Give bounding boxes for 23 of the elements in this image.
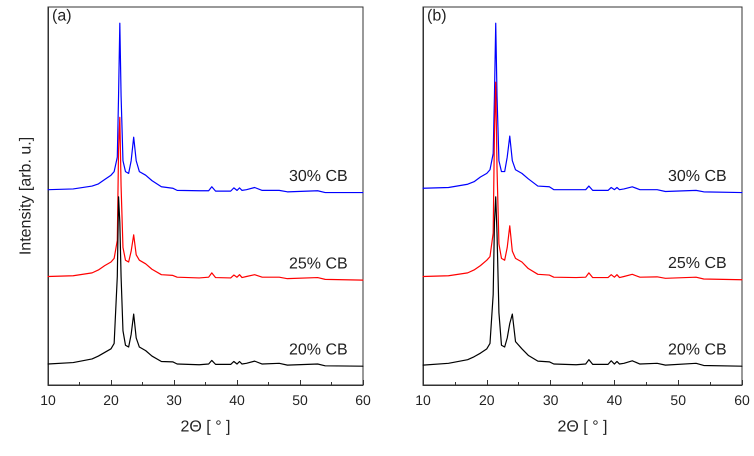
x-tick-label: 40 bbox=[229, 392, 245, 408]
x-tick-label: 60 bbox=[734, 392, 750, 408]
x-tick-label: 10 bbox=[415, 392, 431, 408]
x-axis-title: 2Θ [ ° ] bbox=[558, 418, 608, 436]
series-label: 25% CB bbox=[668, 255, 727, 272]
series-label: 20% CB bbox=[289, 342, 348, 359]
x-tick-label: 60 bbox=[355, 392, 371, 408]
x-tick-label: 50 bbox=[292, 392, 308, 408]
x-tick-label: 50 bbox=[670, 392, 686, 408]
x-tick-label: 10 bbox=[40, 392, 56, 408]
x-tick-label: 30 bbox=[166, 392, 182, 408]
x-tick-label: 40 bbox=[606, 392, 622, 408]
x-tick-label: 20 bbox=[479, 392, 495, 408]
y-axis-title: Intensity [arb. u.] bbox=[18, 136, 34, 256]
series-label: 25% CB bbox=[289, 256, 348, 273]
series-label: 30% CB bbox=[289, 168, 348, 186]
series-label: 30% CB bbox=[668, 168, 727, 186]
annotation: (a) bbox=[52, 8, 72, 24]
annotation: (b) bbox=[427, 8, 447, 24]
x-tick-label: 20 bbox=[103, 392, 119, 408]
x-tick-label: 30 bbox=[542, 392, 559, 408]
x-axis-title: 2Θ [ ° ] bbox=[180, 418, 230, 436]
series-label: 20% CB bbox=[668, 342, 727, 359]
